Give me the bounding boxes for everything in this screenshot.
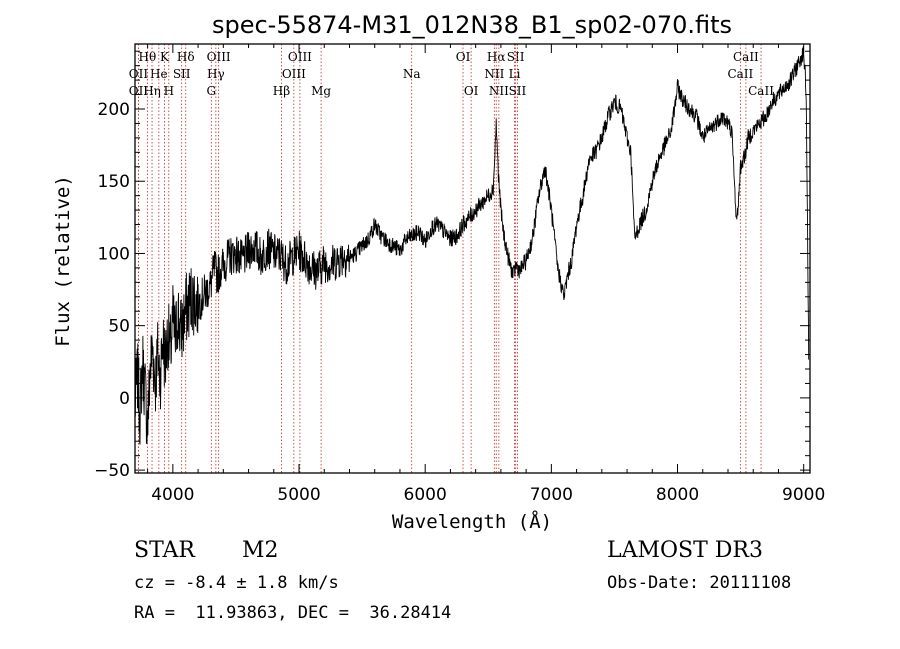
line-label-3: He <box>150 67 168 81</box>
obs-date: Obs-Date: 20111108 <box>607 573 792 593</box>
y-axis: −50 0 50 100 150 200 <box>94 50 810 481</box>
line-label-6: SII <box>173 67 191 81</box>
line-label-27: CaII <box>748 84 774 98</box>
line-label-5: K <box>160 50 170 64</box>
y-tick-label-0: 0 <box>119 389 130 409</box>
y-tick-label-200: 200 <box>98 100 130 120</box>
x-tick-label-9000: 9000 <box>782 485 825 505</box>
line-label-7: H <box>164 84 174 98</box>
line-label-11: G <box>207 84 217 98</box>
spectrum-series <box>134 46 810 445</box>
object-class: STAR <box>134 538 195 563</box>
line-label-22: SII <box>507 50 525 64</box>
y-tick-label-100: 100 <box>98 244 130 264</box>
line-label-23: Li <box>509 67 521 81</box>
chart-title: spec-55874-M31_012N38_B1_sp02-070.fits <box>212 11 732 39</box>
line-label-1: OII <box>129 67 149 81</box>
line-label-15: Mg <box>311 84 331 98</box>
y-tick-label-150: 150 <box>98 172 130 192</box>
line-label-14: Hβ <box>273 84 290 98</box>
survey-name: LAMOST DR3 <box>607 538 763 563</box>
plot-frame <box>134 43 811 474</box>
line-label-10: Hγ <box>207 67 225 81</box>
x-tick-label-8000: 8000 <box>656 485 699 505</box>
line-label-25: CaII <box>733 50 759 64</box>
line-label-24: SII <box>509 84 527 98</box>
x-axis-label: Wavelength (Å) <box>392 510 552 533</box>
coordinates: RA = 11.93863, DEC = 36.28414 <box>134 603 452 623</box>
line-label-0: Hθ <box>139 50 157 64</box>
line-label-26: CaII <box>727 67 753 81</box>
line-label-16: Na <box>403 67 421 81</box>
line-label-4: Hη <box>143 84 161 98</box>
series-flux-line <box>134 46 810 445</box>
line-label-20: NII <box>484 67 504 81</box>
line-label-8: Hδ <box>177 50 195 64</box>
line-label-2: OII <box>129 84 149 98</box>
line-label-17: OI <box>456 50 471 64</box>
x-axis: 4000 5000 6000 7000 8000 9000 <box>147 44 825 505</box>
y-tick-label--50: −50 <box>94 461 130 481</box>
line-label-21: NII <box>489 84 509 98</box>
line-label-13: OIII <box>282 67 306 81</box>
line-label-19: Hα <box>487 50 506 64</box>
object-subclass: M2 <box>242 538 279 563</box>
y-tick-label-50: 50 <box>108 317 130 337</box>
x-tick-label-4000: 4000 <box>151 485 194 505</box>
line-label-9: OIII <box>207 50 231 64</box>
x-tick-label-5000: 5000 <box>277 485 320 505</box>
y-axis-label: Flux (relative) <box>52 175 74 347</box>
line-label-18: OI <box>464 84 479 98</box>
redshift-text: cz = -8.4 ± 1.8 km/s <box>134 573 339 593</box>
line-label-12: OIII <box>288 50 312 64</box>
x-tick-label-7000: 7000 <box>530 485 573 505</box>
x-tick-label-6000: 6000 <box>404 485 447 505</box>
